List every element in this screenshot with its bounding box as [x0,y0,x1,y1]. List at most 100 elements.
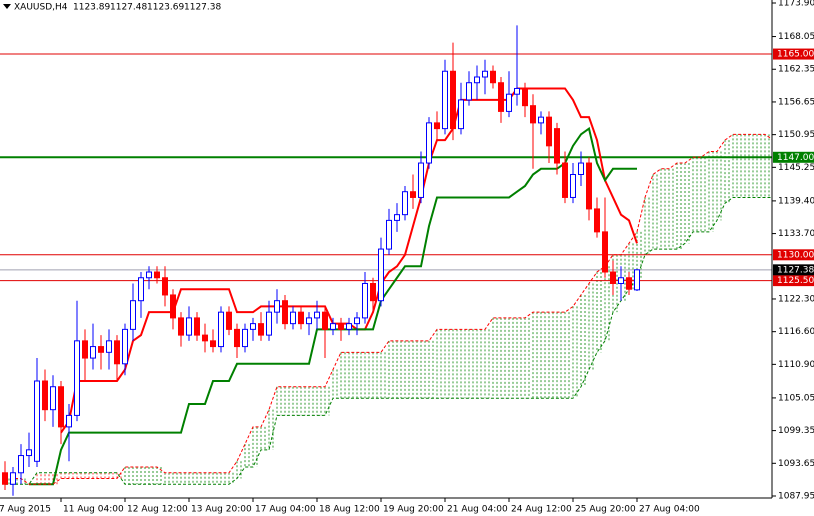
candle-body [114,340,120,365]
candle-body [402,191,408,216]
x-tick-label: 21 Aug 04:00 [447,505,508,515]
y-tick-label: 1116.60 [778,327,814,337]
candle-body [50,386,56,411]
indicator-line [29,126,637,486]
level-label-bg [773,151,814,163]
y-tick-label: 1133.70 [778,229,814,239]
candle-body [434,122,440,130]
candle-body [626,277,632,290]
candle-body [90,346,96,359]
candle-body [522,87,528,107]
candle-body [234,328,240,348]
candle-body [346,323,352,330]
candle-body [282,300,288,325]
candle-body [466,82,472,101]
y-tick-label: 1099.35 [778,426,814,436]
x-tick-label: 7 Aug 2015 [0,505,51,515]
ohlc-value: 1123.89 [73,3,110,13]
candle-body [42,380,48,411]
x-tick-label: 24 Aug 12:00 [511,505,572,515]
ohlc-value: 1123.69 [147,3,184,13]
candle-body [18,455,24,474]
y-tick-label: 1110.90 [778,360,814,370]
x-tick-label: 12 Aug 12:00 [127,505,188,515]
chart-title: XAUUSD,H4 [14,3,68,13]
x-tick-label: 11 Aug 04:00 [63,505,124,515]
y-tick-label: 1173.90 [778,0,814,9]
candle-body [634,269,640,291]
level-label-bg [773,48,814,60]
candle-body [82,340,88,359]
ohlc-value: 1127.38 [184,3,221,13]
x-tick-label: 19 Aug 20:00 [383,505,444,515]
candle-body [618,277,624,284]
y-tick-label: 1162.35 [778,65,814,75]
candle-body [178,317,184,336]
candle-body [130,300,136,330]
candle-body [594,208,600,233]
ohlc-value: 1127.48 [110,3,147,13]
candle-body [250,323,256,330]
candle-body [578,162,584,176]
candle-body [162,277,168,296]
indicator-line [5,133,774,485]
candle-body [362,282,368,319]
level-label: 1165.00 [777,50,814,60]
level-label: 1147.00 [777,153,814,163]
candle-body [602,231,608,273]
candle-body [586,162,592,210]
level-label-bg [773,249,814,261]
candle-body [258,323,264,336]
candle-body [290,311,296,325]
candle-body [610,271,616,284]
y-tick-label: 1122.30 [778,294,814,304]
candle-body [418,162,424,198]
x-tick-label: 17 Aug 04:00 [255,505,316,515]
candle-body [442,70,448,130]
x-tick-label: 13 Aug 20:00 [191,505,252,515]
candle-body [570,174,576,198]
candle-body [386,219,392,250]
candle-body [74,340,80,416]
candle-body [122,328,128,365]
candle-body [490,70,496,84]
y-tick-label: 1087.95 [778,492,814,502]
candle-body [546,116,552,147]
candle-body [58,386,64,428]
candle-body [170,294,176,319]
y-tick-label: 1105.05 [778,393,814,403]
candle-body [458,99,464,130]
y-tick-label: 1168.05 [778,32,814,42]
candle-body [186,317,192,336]
candle-body [474,76,480,84]
candle-body [194,317,200,336]
candle-body [538,116,544,124]
level-label-bg [773,275,814,287]
candle-body [242,328,248,348]
candle-body [426,122,432,164]
y-tick-label: 1093.65 [778,459,814,469]
candle-body [2,472,8,485]
candle-body [66,414,72,428]
level-label: 1130.00 [777,250,814,260]
candle-body [210,340,216,348]
ohlc-readout: 1123.89 1127.48 1123.69 1127.38 [73,3,221,13]
price-label: 1127.38 [777,265,814,275]
candle-body [10,472,16,485]
candle-body [354,317,360,325]
candle-body [330,323,336,330]
candle-body [554,128,560,164]
candle-body [226,311,232,330]
candle-body [370,282,376,302]
candle-body [562,162,568,198]
candle-body [98,346,104,353]
candle-body [34,380,40,462]
candle-body [266,311,272,336]
candle-body [274,300,280,313]
candle-body [146,271,152,279]
candle-body [378,248,384,302]
menu-icon [3,4,11,9]
x-tick-label: 18 Aug 12:00 [319,505,380,515]
